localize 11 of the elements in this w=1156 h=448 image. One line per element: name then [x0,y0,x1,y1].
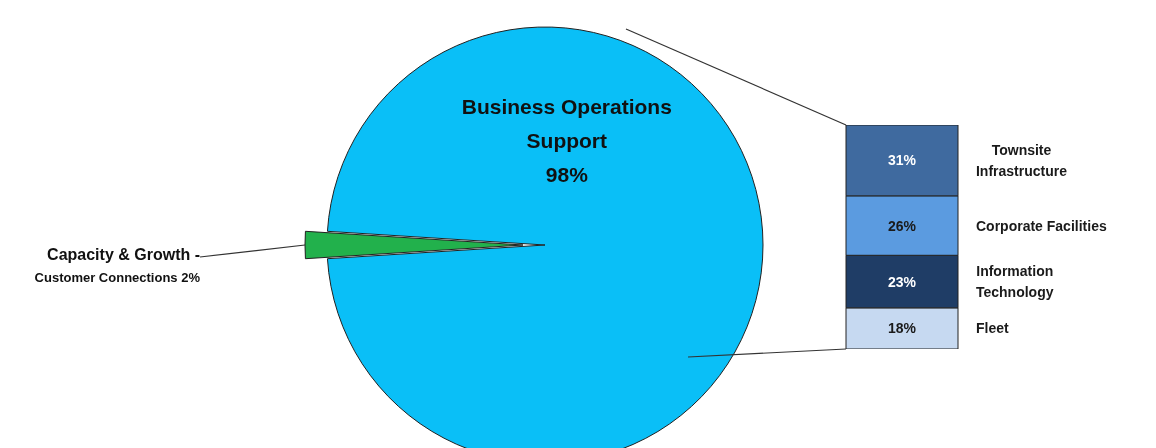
series-label: Corporate Facilities [976,217,1107,234]
data-label: 18% [887,320,917,337]
slice-label: Capacity & Growth - Customer Connections 2% [34,246,201,285]
series-label: Information Technology [975,263,1054,301]
series-label: Townsite Infrastructure [975,141,1068,179]
data-label: 26% [887,217,917,234]
data-label: 23% [887,273,917,290]
slice-label: Business Operations Support [461,95,672,153]
data-label: 31% [887,152,917,169]
series-label: Fleet [975,320,1010,337]
data-label: 98% [545,163,589,187]
